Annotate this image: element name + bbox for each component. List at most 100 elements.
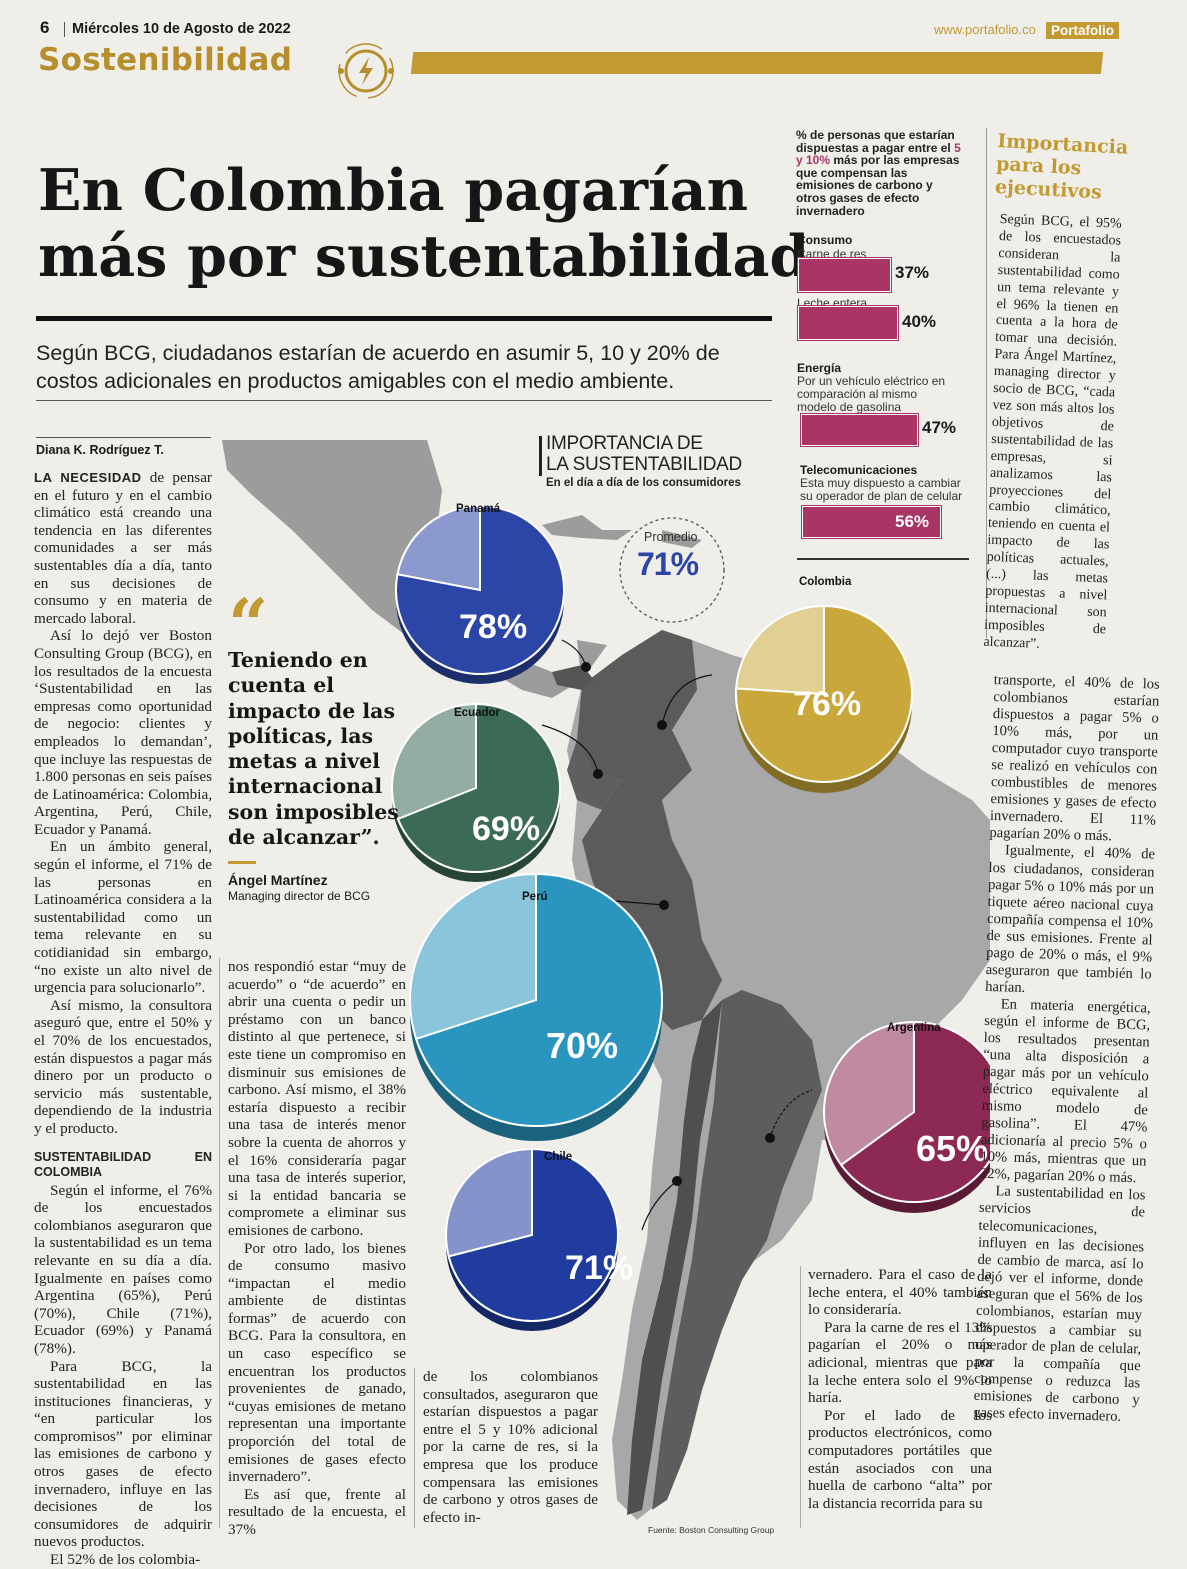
headline-line-1: En Colombia pagarían (38, 157, 749, 224)
article-deck: Según BCG, ciudadanos estarían de acuerd… (36, 339, 720, 395)
pull-quote: Teniendo en cuenta el impacto de las pol… (228, 648, 399, 850)
bar-1 (798, 306, 898, 340)
quote-mark-icon: “ (228, 583, 269, 666)
pie-value-slice (414, 872, 663, 1127)
bar-chart-bottom-rule (797, 558, 969, 560)
pie-value-chile: 71% (565, 1249, 634, 1287)
column-rule (414, 1368, 415, 1528)
pie-value-panama: 78% (459, 608, 528, 646)
page-number: 6 (40, 18, 50, 37)
map-title-bar (539, 436, 542, 476)
quote-author: Ángel Martínez (228, 872, 328, 888)
sidebar-text: Según BCG, el 95% de los encuestados con… (983, 212, 1122, 652)
pie-group (391, 504, 990, 1331)
map-caribbean (542, 515, 702, 548)
bar-title-highlight: 5 y 10% (796, 140, 961, 168)
paragraph-text: de pensar en el futuro y en el cambio cl… (34, 469, 212, 627)
bar-label-3: Esta muy dispuesto a cambiar su operador… (800, 476, 963, 503)
map-infographic (222, 440, 990, 1520)
column-rule (219, 958, 220, 1528)
pie-value-slice (735, 604, 913, 783)
body-column-1: LA NECESIDAD de pensar en el futuro y en… (34, 469, 212, 1569)
bar-2 (801, 414, 918, 446)
bar-0 (798, 258, 891, 292)
bar-label-2: Por un vehículo eléctrico en comparación… (797, 374, 946, 414)
section-rule (410, 52, 1104, 74)
bar-title-post: más por las empresas que compensan las e… (796, 153, 960, 218)
date-text: Miércoles 10 de Agosto de 2022 (72, 21, 291, 37)
paragraph: En materia energética, según el informe … (979, 996, 1151, 1187)
pie-value-ecuador: 69% (472, 810, 541, 848)
paragraph: El 52% de los colombia- (50, 1551, 201, 1569)
country-label-peru: Perú (522, 891, 548, 903)
paragraph: de los colombianos consultados, asegurar… (423, 1368, 598, 1526)
bar-value-1: 40% (902, 312, 937, 331)
country-label-argentina: Argentina (887, 1022, 941, 1034)
header-divider (64, 22, 65, 37)
average-circle (619, 517, 725, 623)
body-column-3: de los colombianos consultados, asegurar… (423, 1368, 598, 1526)
map-mexico (222, 440, 607, 698)
paragraph: nos respondió estar “muy de acuerdo” o “… (228, 958, 406, 1239)
pie-value-slice (396, 702, 561, 873)
map-title: IMPORTANCIA DE LA SUSTENTABILIDAD (546, 433, 742, 475)
pie-value-argentina: 65% (916, 1128, 989, 1169)
pie-ecuador (391, 702, 561, 882)
pie-value-slice (839, 1020, 990, 1203)
lead-in: LA NECESIDAD (34, 470, 142, 485)
quote-rule (228, 861, 256, 864)
paragraph: Así mismo, la consultora aseguró que, en… (34, 996, 212, 1137)
page-date: Miércoles 10 de Agosto de 2022 (72, 21, 291, 37)
paragraph: transporte, el 40% de los colombianos es… (989, 672, 1160, 845)
bar-chart-title: % de personas que estarían dispuestas a … (796, 129, 961, 217)
connector-argentina (769, 1089, 813, 1139)
pie-value-slice (447, 1147, 619, 1322)
map-peru (582, 780, 722, 1030)
map-colombia (577, 630, 697, 800)
paragraph: Así lo dejó ver Boston Consulting Group … (34, 627, 212, 838)
bar-title-pre: % de personas que estarían dispuestas a … (796, 128, 955, 155)
headline: En Colombia pagarían más por sustentabil… (38, 158, 809, 290)
pie-value-slice (395, 504, 565, 675)
section-title: Sostenibilidad (38, 42, 293, 78)
country-label-ecuador: Ecuador (454, 707, 501, 719)
pie-panamá (395, 504, 565, 684)
paragraph: vernadero. Para el caso de la leche ente… (808, 1266, 992, 1319)
map-title-line-2: LA SUSTENTABILIDAD (546, 454, 742, 475)
map-argentina (652, 990, 822, 1510)
connector-chile (641, 1180, 678, 1231)
connector-ecuador (541, 724, 599, 775)
bar-value-0: 37% (895, 263, 930, 282)
country-label-panama: Panamá (456, 503, 501, 515)
bar-label-0: Carne de res (797, 247, 867, 261)
deck-rule (36, 400, 772, 401)
body-column-2: nos respondió estar “muy de acuerdo” o “… (228, 958, 406, 1539)
bar-category-consumo: Consumo (797, 233, 853, 247)
pie-value-colombia: 76% (793, 685, 862, 723)
bar-category-telecomunicaciones: Telecomunicaciones (800, 463, 918, 477)
pie-chile (445, 1147, 619, 1331)
bar-category-energia: Energía (797, 361, 842, 375)
paragraph: La sustentabilidad en los servicios de t… (973, 1183, 1146, 1425)
paragraph: Igualmente, el 40% de los ciudadanos, co… (984, 842, 1156, 996)
paragraph: Para BCG, la sustentabilidad en las inst… (34, 1357, 212, 1551)
website-label: www.portafolio.co (934, 22, 1036, 37)
map-chile (627, 1000, 722, 1515)
country-label-chile: Chile (544, 1151, 573, 1163)
paragraph: Por otro lado, los bienes de consumo mas… (228, 1239, 406, 1486)
pie-argentina (823, 1020, 990, 1213)
headline-line-2: más por sustentabilidad (38, 223, 810, 290)
average-label: Promedio (644, 530, 698, 544)
paragraph: Para la carne de res el 13% pagarían el … (808, 1318, 992, 1407)
bar-value-3: 56% (895, 512, 930, 531)
lightning-icon (338, 43, 394, 99)
pie-value-peru: 70% (546, 1025, 619, 1066)
deck-line-2: costos adicionales en productos amigable… (36, 369, 675, 393)
body-column-4: vernadero. Para el caso de la leche ente… (808, 1266, 992, 1512)
column-rule (800, 1266, 801, 1528)
quote-role: Managing director de BCG (228, 889, 371, 903)
pie-colombia (735, 604, 913, 793)
subheading: SUSTENTABILIDAD EN COLOMBIA (34, 1149, 212, 1179)
deck-line-1: Según BCG, ciudadanos estarían de acuerd… (36, 341, 720, 365)
paragraph: Según el informe, el 76% de los encuesta… (34, 1181, 212, 1357)
